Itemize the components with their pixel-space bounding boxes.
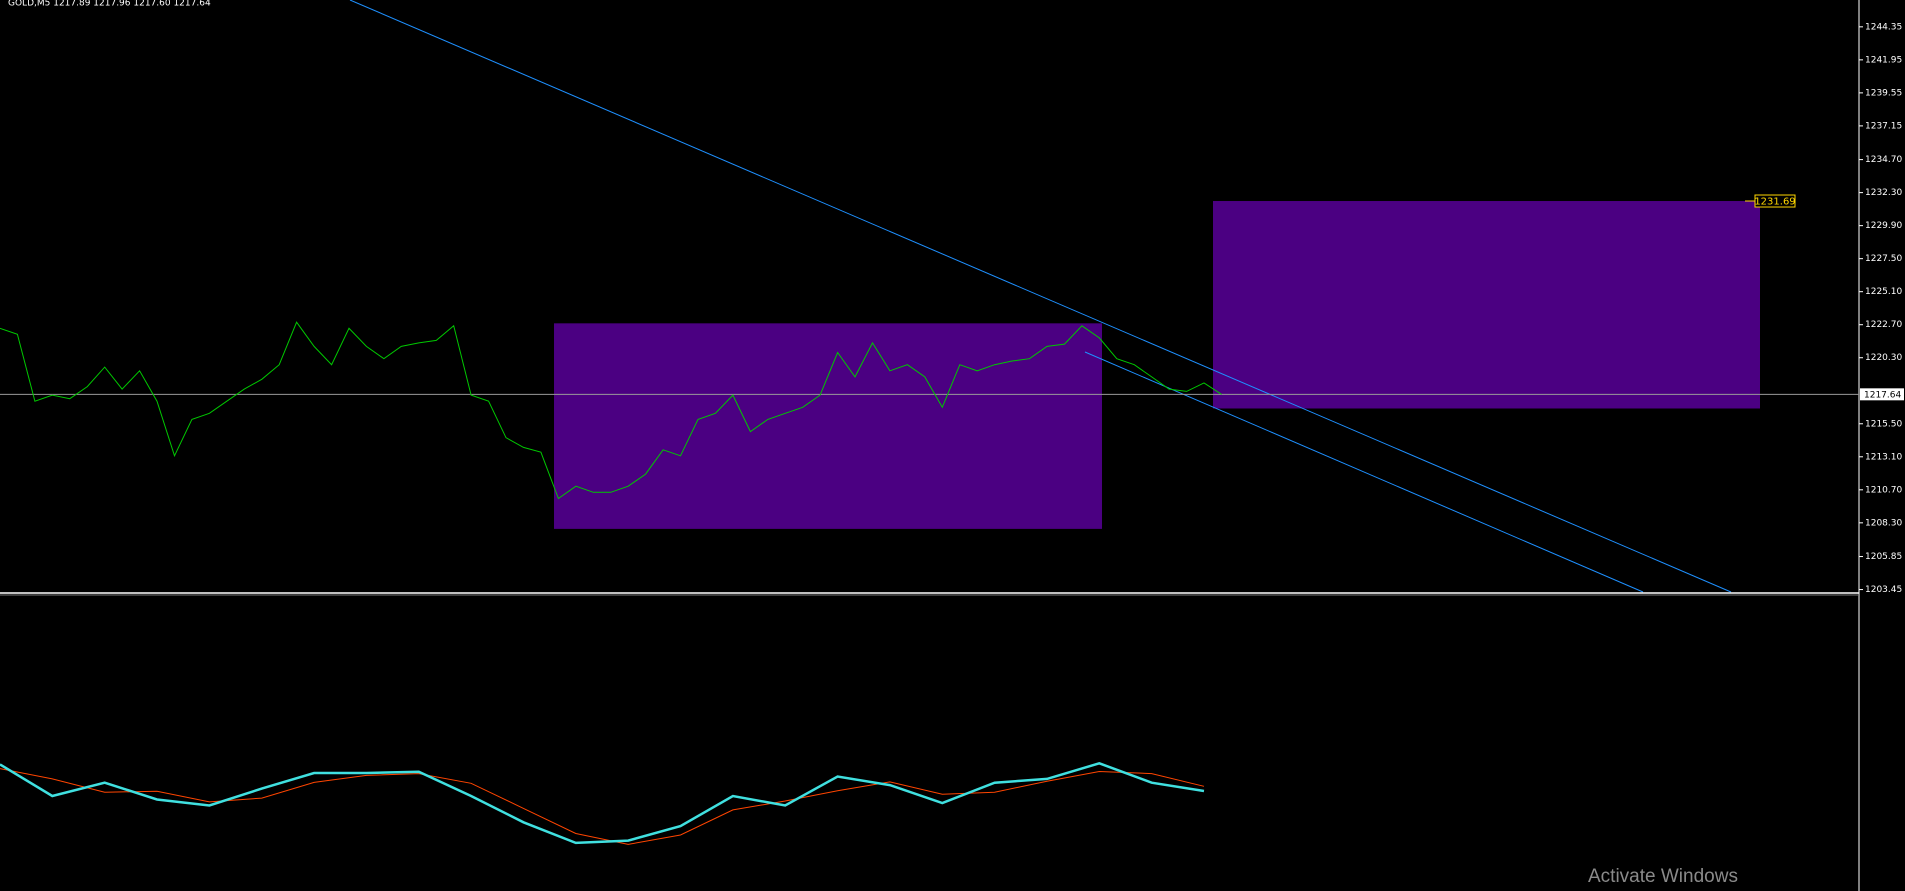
y-tick-label: 1229.90	[1865, 221, 1902, 231]
trend-line	[349, 0, 1732, 593]
current-price-box	[1860, 388, 1904, 401]
zone	[1213, 201, 1760, 409]
y-tick-label: 1225.10	[1865, 287, 1902, 297]
price-line	[0, 761, 1205, 845]
y-tick-label: 1239.55	[1865, 88, 1902, 98]
y-tick-label: 1215.50	[1865, 419, 1902, 429]
price-line	[0, 768, 1205, 845]
y-tick-label: 1203.45	[1865, 585, 1902, 595]
zone	[554, 323, 1102, 529]
zone-label: 1231.69	[1754, 197, 1795, 208]
y-tick-label: 1232.30	[1865, 188, 1902, 198]
y-tick-label: 1220.30	[1865, 353, 1902, 363]
y-tick-label: 1222.70	[1865, 320, 1902, 330]
y-tick-label: 1244.35	[1865, 22, 1902, 32]
current-price-label: 1217.64	[1864, 390, 1901, 400]
trend-line	[1084, 351, 1644, 593]
price-line	[0, 321, 1222, 500]
zone-label-box	[1754, 194, 1796, 208]
y-tick-label: 1234.70	[1865, 155, 1902, 165]
zones	[554, 201, 1760, 529]
chart-header: GOLD,M5 1217.89 1217.96 1217.60 1217.64	[8, 0, 211, 9]
y-tick-label: 1237.15	[1865, 121, 1902, 131]
y-tick-label: 1210.70	[1865, 485, 1902, 495]
y-tick-label: 1241.95	[1865, 55, 1902, 65]
y-tick-label: 1213.10	[1865, 452, 1902, 462]
y-tick-label: 1227.50	[1865, 254, 1902, 264]
y-tick-label: 1205.85	[1865, 552, 1902, 562]
y-tick-label: 1208.30	[1865, 518, 1902, 528]
watermark: Activate Windows	[1588, 866, 1738, 887]
